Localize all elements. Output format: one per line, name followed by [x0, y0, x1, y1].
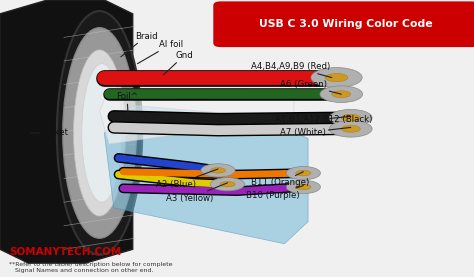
Ellipse shape — [82, 64, 122, 202]
Ellipse shape — [296, 170, 311, 176]
Text: A7 (White): A7 (White) — [280, 127, 351, 137]
FancyBboxPatch shape — [213, 1, 474, 47]
Ellipse shape — [332, 91, 351, 98]
Text: **Refer to the table/ description below for complete
   Signal Names and connect: **Refer to the table/ description below … — [9, 262, 173, 273]
Polygon shape — [104, 105, 308, 244]
Ellipse shape — [220, 181, 235, 187]
Text: USB C 3.0 Wiring Color Code: USB C 3.0 Wiring Color Code — [259, 19, 433, 29]
Text: A3 (Yellow): A3 (Yellow) — [166, 183, 228, 202]
Text: Al foil: Al foil — [137, 40, 183, 64]
Ellipse shape — [329, 120, 372, 137]
Text: A1,B1,A12,B12 (Black): A1,B1,A12,B12 (Black) — [275, 115, 372, 124]
Ellipse shape — [210, 168, 226, 173]
Text: Foil^: Foil^ — [116, 93, 138, 114]
Text: A6 (Green): A6 (Green) — [280, 80, 341, 94]
Text: B10 (Purple): B10 (Purple) — [246, 186, 303, 200]
Ellipse shape — [320, 86, 363, 102]
Text: A4,B4,A9,B9 (Red): A4,B4,A9,B9 (Red) — [251, 62, 332, 78]
Ellipse shape — [210, 178, 245, 191]
Ellipse shape — [57, 11, 142, 255]
Ellipse shape — [311, 68, 362, 88]
Text: Gnd: Gnd — [164, 51, 193, 75]
Ellipse shape — [201, 164, 235, 177]
Ellipse shape — [63, 28, 136, 238]
Ellipse shape — [286, 166, 320, 180]
Polygon shape — [0, 0, 133, 263]
Text: SOMANYTECH.COM: SOMANYTECH.COM — [9, 247, 122, 257]
Ellipse shape — [73, 50, 126, 216]
Polygon shape — [100, 89, 294, 144]
Ellipse shape — [341, 125, 360, 132]
Ellipse shape — [325, 73, 348, 82]
Ellipse shape — [341, 114, 360, 121]
Ellipse shape — [329, 109, 372, 126]
Text: A2 (Blue): A2 (Blue) — [156, 169, 218, 189]
Text: B11 (Orange): B11 (Orange) — [251, 172, 310, 187]
Ellipse shape — [296, 184, 311, 190]
Text: Jacket: Jacket — [31, 129, 69, 137]
Text: Braid: Braid — [121, 32, 158, 57]
Ellipse shape — [286, 180, 320, 194]
